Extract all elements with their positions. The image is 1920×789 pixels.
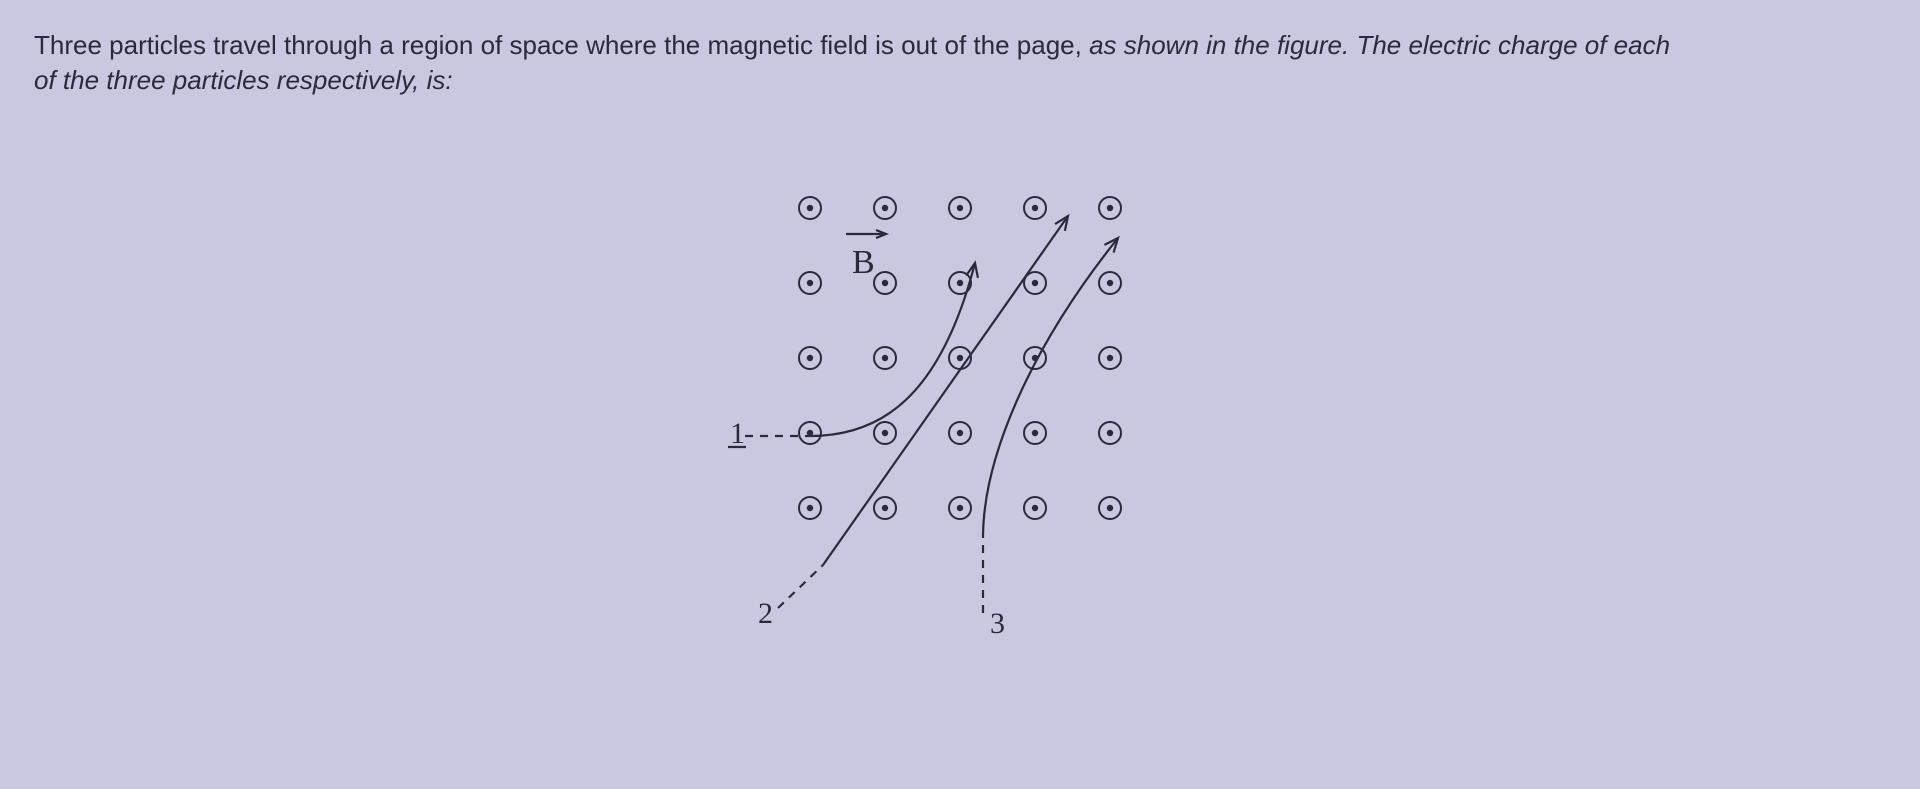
field-dot-inner <box>1107 505 1113 511</box>
field-dot-inner <box>807 505 813 511</box>
field-dot-inner <box>957 205 963 211</box>
field-dot-inner <box>807 355 813 361</box>
field-dot-inner <box>807 205 813 211</box>
trajectory-dashed-2 <box>778 565 823 608</box>
question-text: Three particles travel through a region … <box>34 28 1886 98</box>
question-page: Three particles travel through a region … <box>0 0 1920 686</box>
field-dot-inner <box>957 355 963 361</box>
figure-container: B 1 2 3 <box>34 168 1886 658</box>
question-line2-italic: of the three particles respectively, is: <box>34 65 453 95</box>
field-dot-inner <box>1032 430 1038 436</box>
trajectory-3 <box>983 238 1118 538</box>
question-line1-italic: as shown in the figure. The electric cha… <box>1089 30 1670 60</box>
particle-label-2: 2 <box>758 597 773 630</box>
field-dot-inner <box>1107 280 1113 286</box>
field-dot-inner <box>1032 205 1038 211</box>
particle-label-3: 3 <box>990 607 1005 640</box>
field-dot-inner <box>957 505 963 511</box>
field-dot-inner <box>1032 280 1038 286</box>
field-dot-inner <box>1107 205 1113 211</box>
field-dot-inner <box>882 205 888 211</box>
field-dot-inner <box>957 430 963 436</box>
field-dot-inner <box>957 280 963 286</box>
field-dot-inner <box>882 355 888 361</box>
field-dot-inner <box>1032 505 1038 511</box>
field-dot-inner <box>807 280 813 286</box>
field-dot-inner <box>882 280 888 286</box>
b-field-label: B <box>852 244 875 281</box>
field-dot-inner <box>882 505 888 511</box>
field-dot-inner <box>1107 355 1113 361</box>
field-dot-inner <box>1107 430 1113 436</box>
field-dot-inner <box>882 430 888 436</box>
particle-label-1: 1 <box>730 417 745 450</box>
physics-figure: B 1 2 3 <box>700 168 1220 658</box>
question-line1-plain: Three particles travel through a region … <box>34 30 1089 60</box>
